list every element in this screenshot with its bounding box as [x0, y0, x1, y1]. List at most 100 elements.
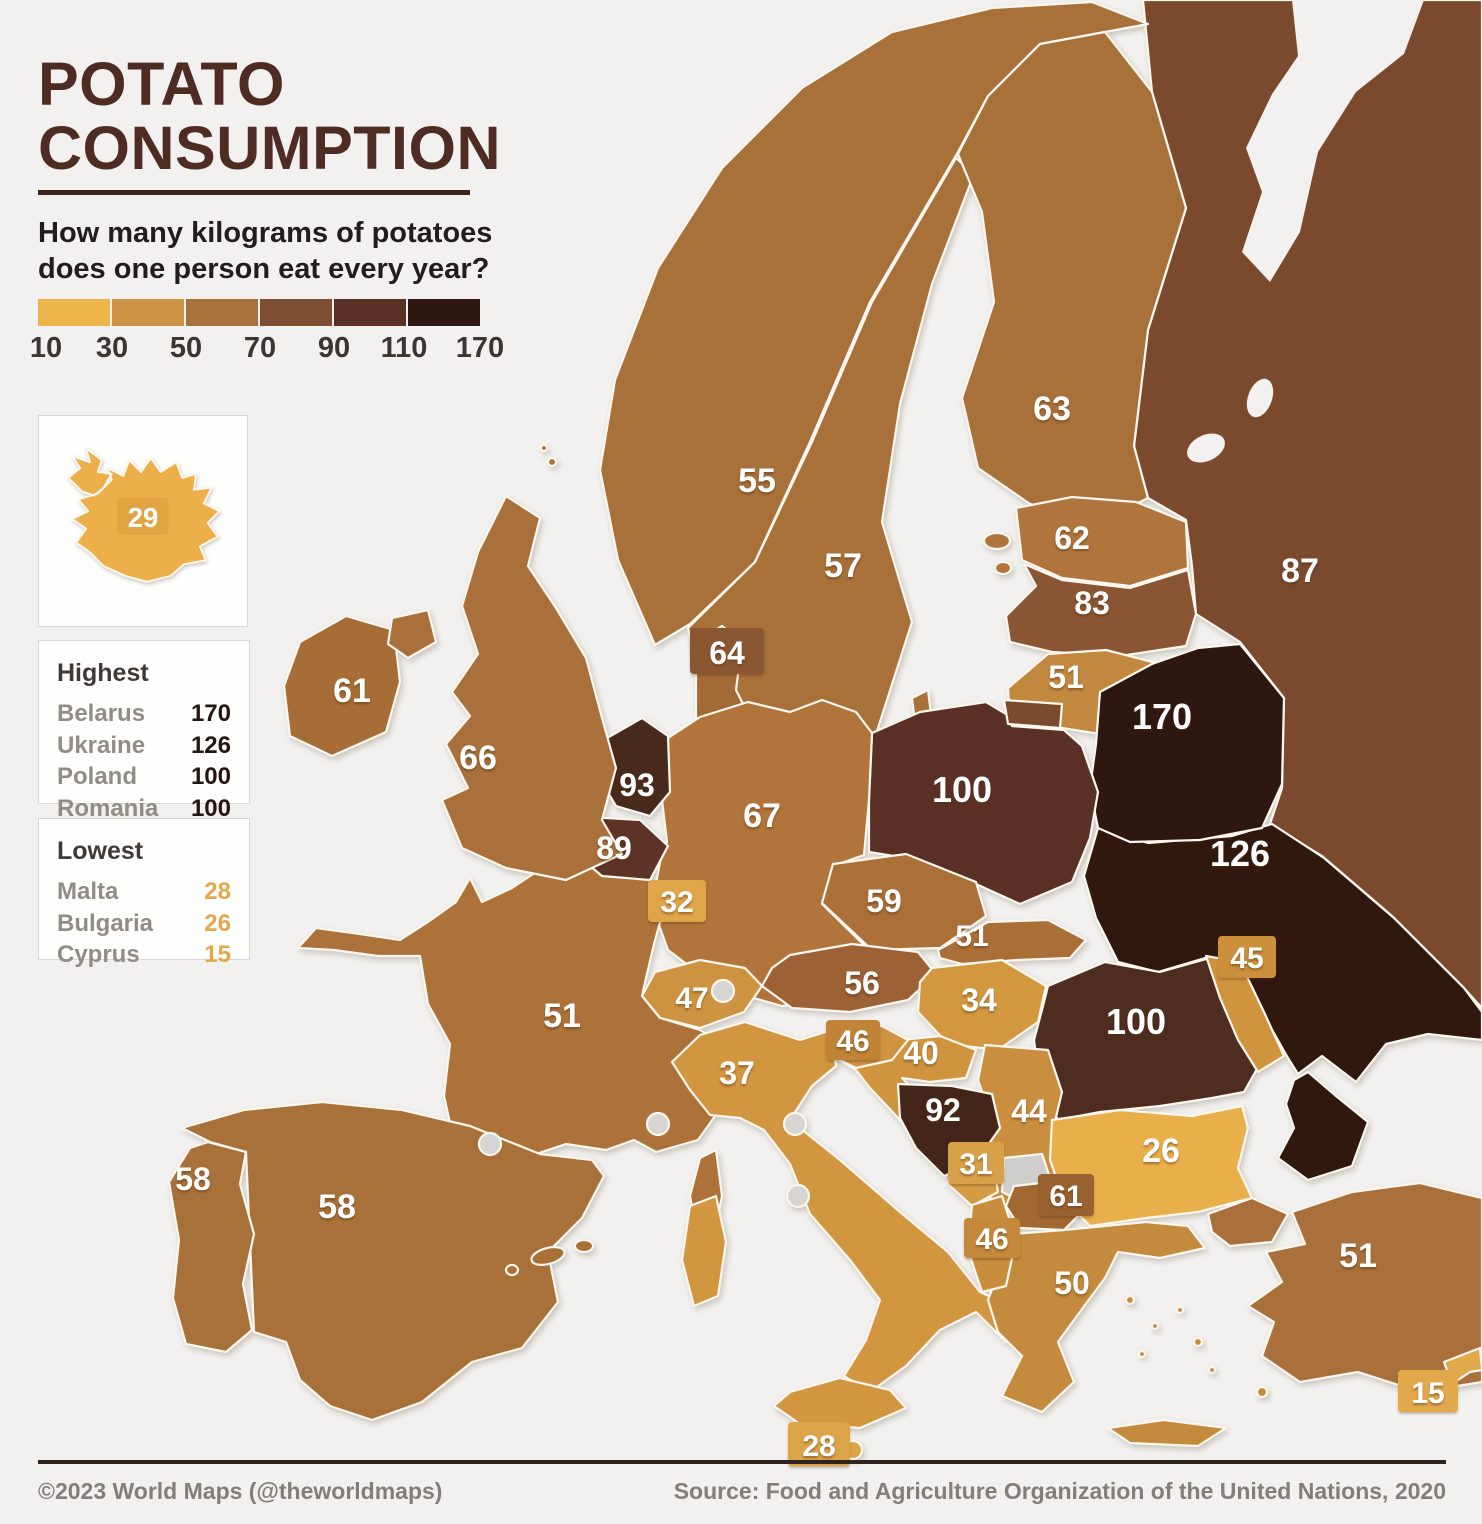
label-plate-cyprus: [1398, 1370, 1458, 1412]
label-latvia: 83: [1074, 585, 1110, 621]
country-slovakia: [936, 918, 1088, 966]
country-value: 170: [190, 700, 231, 727]
country-value: 100: [190, 795, 231, 823]
landmass: [167, 0, 1482, 1461]
label-norway: 55: [738, 462, 776, 500]
footer-divider: [38, 1460, 1446, 1464]
label-switzerland: 47: [675, 982, 708, 1015]
legend-swatch-4: [260, 299, 332, 326]
country-name: Cyprus: [57, 941, 140, 969]
island-saaremaa: [982, 531, 1012, 551]
title-divider: [38, 190, 470, 195]
country-norway: [598, 0, 1150, 647]
label-malta: 28: [802, 1430, 835, 1463]
highest-heading: Highest: [57, 659, 149, 687]
highest-panel: Highest Belarus 170 Ukraine 126 Poland 1…: [38, 640, 250, 822]
label-bosnia: 92: [925, 1092, 961, 1128]
page-title: POTATO CONSUMPTION: [38, 52, 501, 180]
subtitle: How many kilograms of potatoes does one …: [38, 217, 493, 285]
map-value-labels: 55 57 63 87 62 83 51 170 126 100 64 61 6…: [175, 390, 1458, 1466]
microstate-vatican-dot: [785, 1183, 811, 1209]
label-plate-luxembourg: [648, 880, 706, 922]
color-legend: 10 30 50 70 90 110 170: [30, 299, 504, 366]
legend-swatch-3: [186, 299, 258, 326]
label-slovakia: 51: [955, 920, 988, 953]
legend-ticks: 10 30 50 70 90 110 170: [30, 332, 504, 366]
label-plate-denmark: [690, 628, 764, 674]
country-spain: [180, 1100, 606, 1422]
label-lithuania: 51: [1048, 659, 1084, 695]
label-luxembourg: 32: [660, 886, 693, 919]
label-iceland: 29: [128, 502, 159, 533]
island-sicily: [772, 1376, 908, 1430]
label-finland: 63: [1033, 390, 1071, 428]
label-sweden: 57: [824, 547, 862, 585]
highest-row: Belarus 170: [57, 698, 231, 730]
microstate-monaco-dot: [645, 1111, 671, 1137]
label-montenegro: 31: [959, 1148, 992, 1181]
aegean-island: [1175, 1305, 1185, 1315]
legend-tick: 50: [169, 332, 203, 364]
lowest-row: Bulgaria 26: [57, 908, 231, 940]
aegean-island: [1137, 1349, 1147, 1359]
label-denmark: 64: [709, 635, 745, 671]
lowest-row: Cyprus 15: [57, 939, 231, 971]
label-albania: 46: [975, 1223, 1008, 1256]
aegean-island: [1150, 1321, 1160, 1331]
legend-tick: 30: [95, 332, 129, 364]
legend-tick: 170: [455, 332, 505, 364]
label-moldova: 45: [1230, 942, 1263, 975]
country-poland: [867, 700, 1100, 906]
label-croatia: 40: [903, 1035, 939, 1071]
label-plate-montenegro: [948, 1142, 1004, 1184]
footer-credit: ©2023 World Maps (@theworldmaps): [38, 1478, 443, 1504]
title-line2: CONSUMPTION: [38, 114, 501, 183]
country-greece: [986, 1220, 1207, 1414]
label-plate-malta: [788, 1422, 850, 1466]
highest-row: Ukraine 126: [57, 730, 231, 762]
country-estonia: [1014, 495, 1190, 588]
title-line1: POTATO: [38, 50, 285, 118]
island-menorca: [573, 1238, 595, 1254]
microstate-andorra-dot: [477, 1131, 503, 1157]
country-name: Ukraine: [57, 731, 146, 759]
region-northern-ireland: [386, 608, 438, 660]
footer-source: Source: Food and Agriculture Organizatio…: [673, 1478, 1446, 1504]
island-mallorca: [530, 1246, 566, 1266]
legend-tick: 90: [317, 332, 351, 364]
country-value: 126: [190, 731, 231, 759]
aegean-island: [1207, 1365, 1217, 1375]
label-ukraine: 126: [1210, 833, 1270, 874]
island-shetland: [546, 456, 558, 468]
country-name: Poland: [57, 763, 138, 791]
lake-onega: [1246, 378, 1274, 418]
country-value: 26: [204, 909, 231, 937]
label-netherlands: 93: [619, 767, 655, 803]
highest-row: Romania 100: [57, 793, 231, 825]
island-sardinia: [680, 1194, 728, 1308]
country-italy: [670, 1020, 1044, 1394]
aegean-island: [1124, 1294, 1136, 1306]
island-ibiza: [504, 1263, 520, 1277]
legend-swatches: [38, 299, 482, 326]
legend-swatch-2: [112, 299, 184, 326]
legend-tick: 110: [380, 332, 428, 364]
label-cyprus: 15: [1411, 1377, 1444, 1410]
label-plate-macedonia: [1038, 1174, 1094, 1216]
region-kaliningrad: [1002, 698, 1064, 730]
label-belgium: 89: [596, 830, 632, 866]
legend-tick: 70: [243, 332, 277, 364]
label-spain: 58: [318, 1188, 356, 1226]
label-bulgaria: 26: [1142, 1132, 1180, 1170]
label-slovenia: 46: [836, 1025, 869, 1058]
lake-ladoga: [1187, 433, 1225, 463]
island-crete: [1106, 1418, 1228, 1448]
microstate-liechtenstein-dot: [710, 978, 736, 1004]
island-rhodes: [1255, 1385, 1269, 1399]
country-name: Belarus: [57, 700, 146, 727]
country-austria: [760, 942, 938, 1014]
label-plate-albania: [964, 1218, 1020, 1258]
country-czechia: [820, 852, 988, 952]
country-ireland: [282, 614, 402, 758]
